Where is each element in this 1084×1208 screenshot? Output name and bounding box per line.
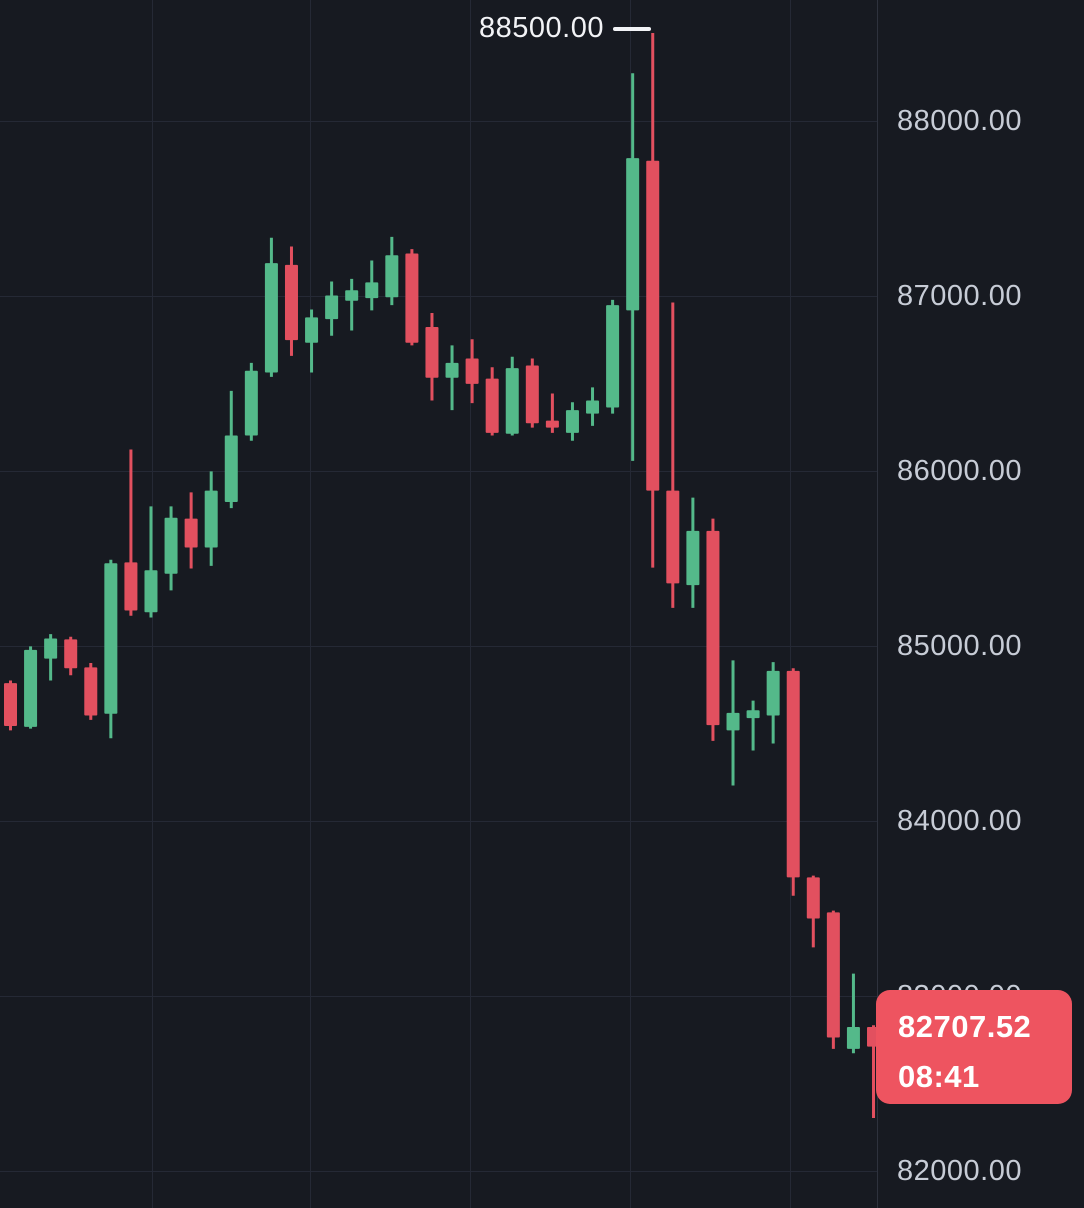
candle-body <box>345 290 359 301</box>
candle-body <box>305 317 319 343</box>
candle-body <box>586 400 600 414</box>
candle-body <box>626 158 640 311</box>
candle-body <box>24 649 38 727</box>
candle-body <box>425 327 439 378</box>
candle-body <box>224 435 238 502</box>
candle-body <box>365 282 379 299</box>
candle-body <box>445 362 459 378</box>
candle-body <box>786 670 800 878</box>
high-price-marker-label: 88500.00 <box>479 12 604 44</box>
candle-body <box>706 530 720 726</box>
candle-body <box>766 670 780 716</box>
high-marker-dash <box>613 26 651 31</box>
candle-body <box>124 562 138 611</box>
candle-body <box>565 410 579 433</box>
last-price-value: 82707.52 <box>898 1009 1032 1044</box>
candle-body <box>284 264 298 341</box>
candle-body <box>44 638 58 659</box>
candle-body <box>184 518 198 548</box>
candle-body <box>405 253 419 343</box>
candle-body <box>646 160 660 491</box>
candle-body <box>826 912 840 1038</box>
candle-body <box>84 667 98 716</box>
high-price-marker: 88500.00 <box>0 12 651 45</box>
candle-body <box>726 712 740 731</box>
candle-body <box>806 877 820 919</box>
candle-body <box>385 255 399 298</box>
candle-body <box>505 368 519 434</box>
candle-body <box>264 263 278 373</box>
candle-body <box>4 683 17 726</box>
candle-body <box>666 490 680 584</box>
candle-body <box>525 365 539 424</box>
candle-body <box>164 517 178 574</box>
candle-body <box>144 570 158 613</box>
candle-body <box>686 530 700 586</box>
candle-body <box>545 420 559 428</box>
candle-body <box>204 490 218 548</box>
candle-body <box>325 295 339 320</box>
candle-body <box>746 710 760 719</box>
candle-body <box>606 305 620 408</box>
last-price-badge: 82707.52 08:41 <box>876 990 1072 1104</box>
candle-body <box>64 639 78 669</box>
candle-body <box>846 1027 860 1049</box>
last-price-time: 08:41 <box>898 1059 980 1094</box>
candle-body <box>485 378 499 433</box>
candle-body <box>244 370 258 436</box>
candle-body <box>465 358 479 384</box>
candle-body <box>104 563 118 714</box>
